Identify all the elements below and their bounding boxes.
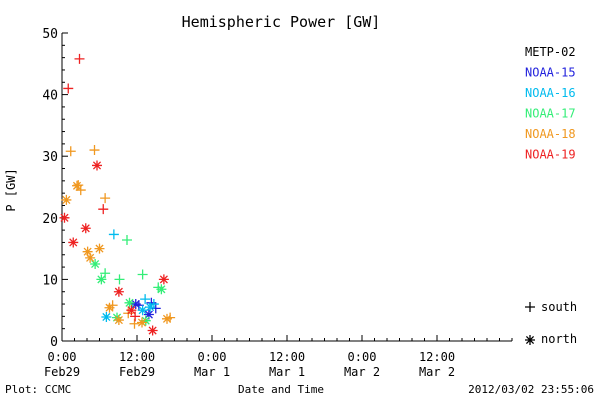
point-noaa-18-north [104,302,115,313]
point-noaa-15-south [150,303,161,314]
legend: METP-02 NOAA-15 NOAA-16 NOAA-17 NOAA-18 NOAA-… [525,45,577,346]
x-tick-date-label: Feb29 [119,365,155,379]
point-noaa-18-north [61,194,72,205]
point-noaa-17-south [122,234,132,245]
x-tick-label: 0:00 [198,350,227,364]
legend-south-label: south [541,300,577,314]
plot-credit: Plot: CCMC [5,383,71,396]
point-noaa-18-south [89,145,100,156]
point-noaa-19-north [68,237,79,248]
x-tick-date-label: Mar 1 [269,365,305,379]
x-tick-label: 12:00 [419,350,455,364]
legend-item-metp-02: METP-02 [525,45,576,59]
point-noaa-19-north [113,286,124,297]
x-tick-date-label: Feb29 [44,365,80,379]
point-noaa-18-north [94,243,105,254]
point-noaa-18-north [113,315,124,326]
point-noaa-16-south [140,294,151,305]
point-noaa-18-north [162,313,172,324]
point-noaa-18-north [137,317,147,328]
x-tick-label: 0:00 [48,350,77,364]
point-noaa-19-north [126,305,137,316]
chart-title: Hemispheric Power [GW] [182,13,381,31]
legend-item-noaa-18: NOAA-18 [525,127,576,141]
point-noaa-18-north [85,252,96,263]
legend-south-symbol [525,302,535,312]
point-noaa-17-south [114,274,125,285]
x-tick-date-label: Mar 2 [419,365,455,379]
point-noaa-17-north [90,259,101,269]
y-tick-label: 10 [42,273,58,288]
point-noaa-17-north [140,315,151,326]
point-noaa-19-south [98,204,109,215]
legend-north-symbol [525,335,535,345]
legend-item-noaa-16: NOAA-16 [525,86,576,100]
point-noaa-19-north [80,223,91,234]
point-noaa-17-north [124,297,135,308]
y-tick-label: 30 [42,150,58,165]
legend-north-label: north [541,332,577,346]
point-noaa-16-north [137,305,148,316]
point-noaa-18-north [82,246,93,257]
y-tick-label: 50 [42,27,58,42]
point-noaa-15-north [130,299,141,310]
point-noaa-16-north [101,311,112,322]
point-noaa-18-south [65,146,76,157]
point-noaa-17-north [156,284,167,295]
point-noaa-15-north [143,309,154,320]
point-noaa-19-north [92,160,102,171]
point-noaa-16-south [108,229,119,240]
y-tick-label: 0 [50,335,58,350]
legend-item-noaa-15: NOAA-15 [525,66,576,80]
plot-timestamp: 2012/03/02 23:55:06 [468,383,594,396]
point-noaa-17-north [96,274,107,285]
legend-item-noaa-19: NOAA-19 [525,148,576,162]
point-noaa-19-south [130,311,141,322]
point-noaa-19-south [63,83,74,94]
legend-item-noaa-17: NOAA-17 [525,107,576,121]
x-tick-label: 12:00 [269,350,305,364]
y-axis-label: P [GW] [4,168,18,211]
y-tick-label: 20 [42,212,58,227]
x-axis-label: Date and Time [238,383,324,396]
point-noaa-17-south [100,268,111,279]
point-noaa-19-south [74,53,85,64]
point-noaa-18-north [72,180,82,191]
x-tick-label: 12:00 [119,350,155,364]
x-tick-date-label: Mar 2 [344,365,380,379]
point-noaa-19-north [147,325,158,336]
point-noaa-19-north [158,274,169,285]
point-noaa-19-north [59,212,70,223]
point-noaa-16-north [145,302,156,313]
point-noaa-18-south [100,193,111,204]
x-tick-date-label: Mar 1 [194,365,230,379]
point-noaa-17-south [137,269,148,280]
x-tick-label: 0:00 [348,350,377,364]
y-tick-label: 40 [42,89,58,104]
